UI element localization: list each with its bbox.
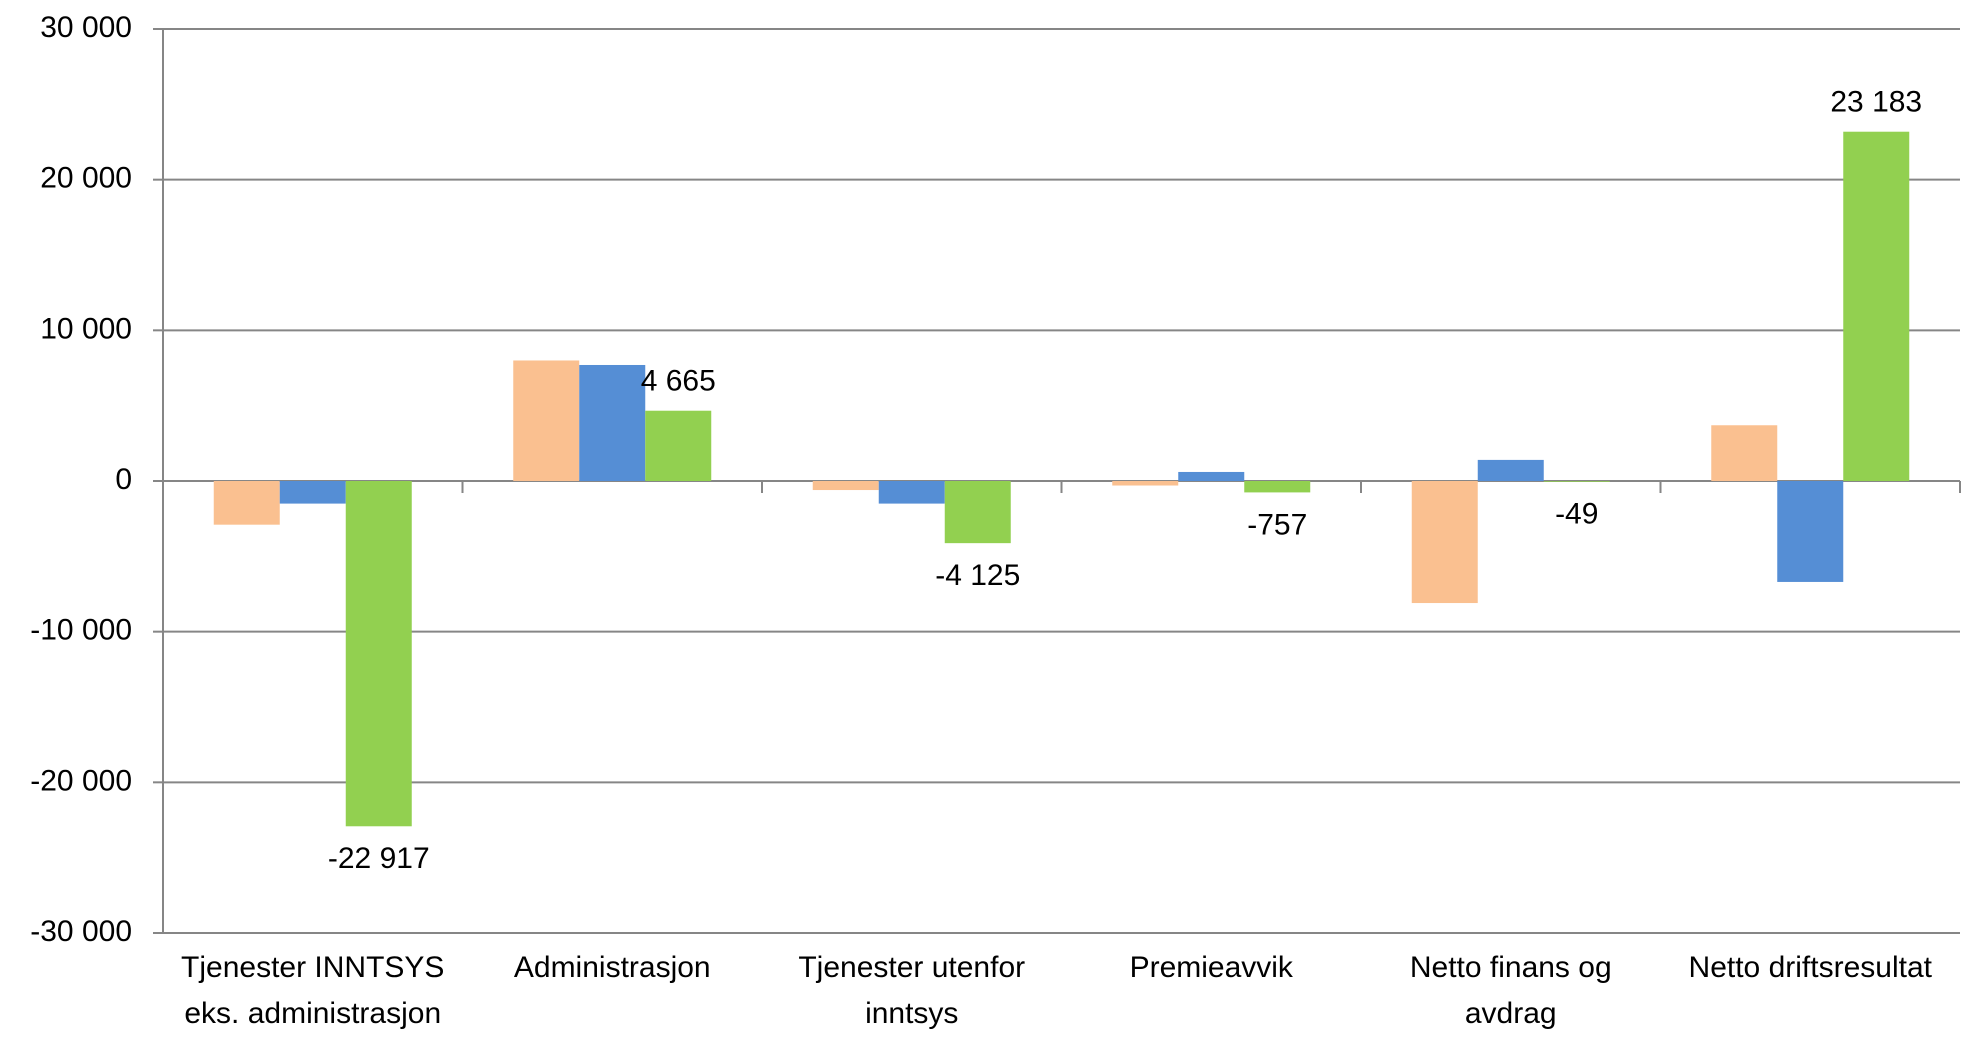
data-label: -757 [1247,508,1307,541]
bar [944,481,1011,544]
y-tick-label: 20 000 [40,162,132,195]
data-label: -4 125 [935,559,1020,592]
data-label: 23 183 [1830,86,1922,119]
bar [345,481,412,827]
x-tick-label: Tjenester utenfor inntsys [798,951,1026,1030]
bar [1477,459,1544,481]
x-tick-label: Netto driftsresultat [1688,951,1932,984]
bar [579,364,646,481]
y-tick-label: 10 000 [40,312,132,345]
y-tick-label: -30 000 [30,915,132,948]
bar [1112,481,1179,486]
bar [1777,481,1844,582]
data-label: -49 [1555,498,1598,531]
x-tick-label: Administrasjon [513,951,711,984]
bar [645,410,712,481]
bar [279,481,346,504]
bar [1711,425,1778,481]
bar [213,481,280,525]
data-label: -22 917 [328,842,430,875]
bar [1411,481,1478,604]
bar [1244,481,1311,493]
bar [812,481,879,491]
bar [1843,131,1910,481]
bar [1543,481,1610,482]
data-label: 4 665 [641,365,716,398]
bar [1178,471,1245,481]
bar [878,481,945,504]
y-tick-label: 0 [115,463,132,496]
y-tick-label: 30 000 [40,11,132,44]
bar [513,360,580,481]
x-tick-label: Tjenester INNTSYS eks. administrasjon [181,951,445,1030]
y-tick-label: -20 000 [30,764,132,797]
x-tick-label: Netto finans og avdrag [1409,951,1612,1030]
y-tick-label: -10 000 [30,614,132,647]
x-tick-label: Premieavvik [1129,951,1293,984]
